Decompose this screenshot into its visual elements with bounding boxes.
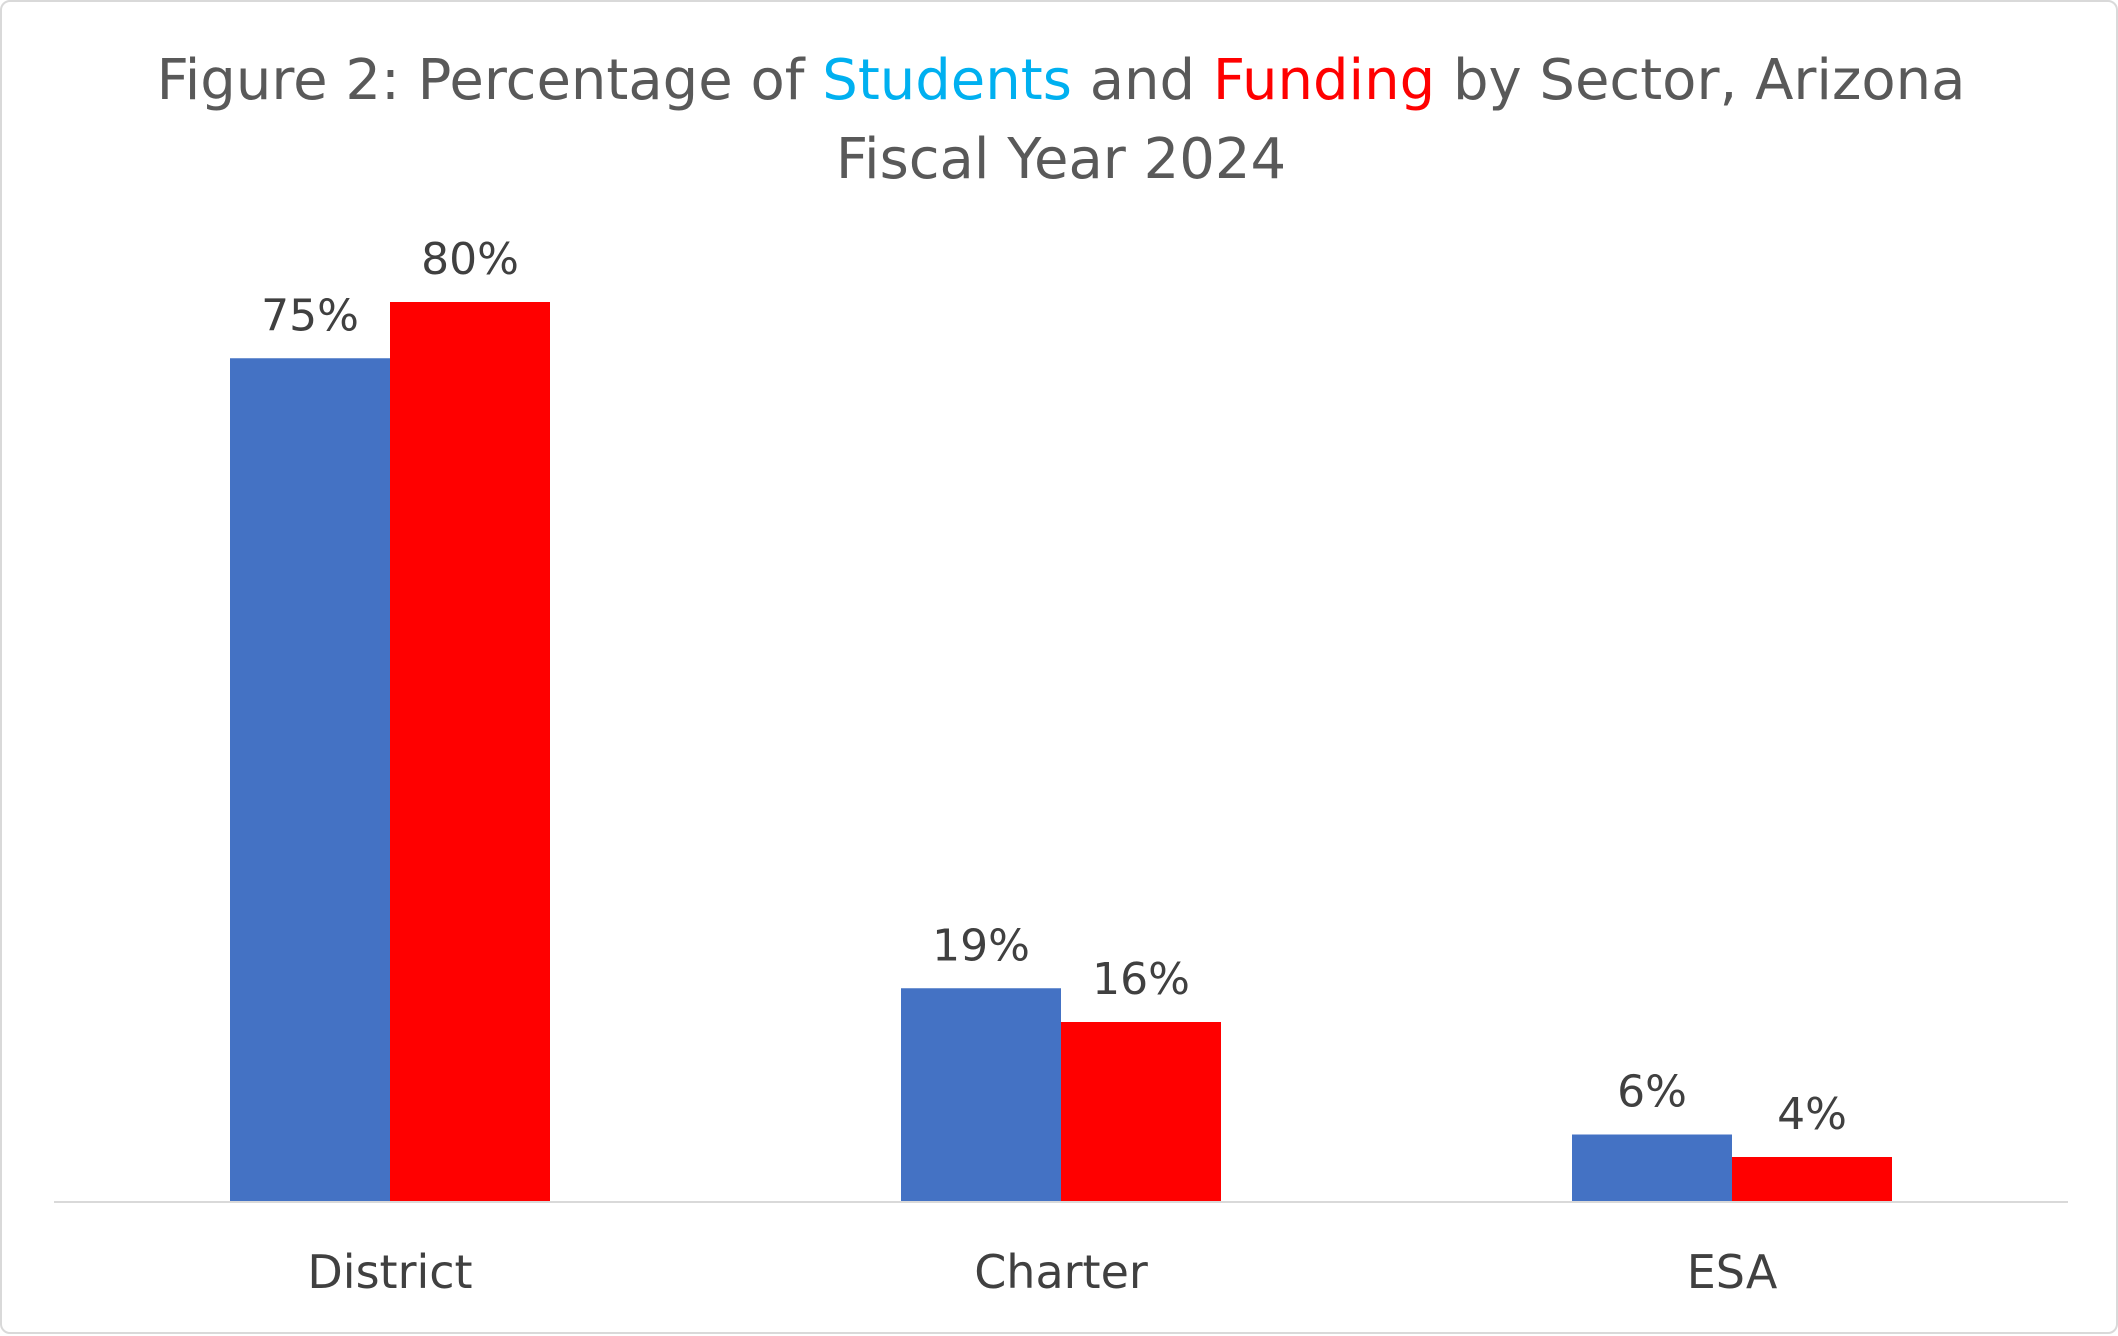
bar-charter-series-2 [1061, 1022, 1221, 1202]
chart-title-part-0: Figure 2: Percentage of [157, 48, 823, 113]
data-label-charter-series-2: 16% [1092, 954, 1190, 1005]
bar-charter-series-1 [901, 988, 1061, 1202]
data-label-district-series-2: 80% [421, 234, 519, 285]
data-label-district-series-1: 75% [261, 290, 359, 341]
category-label-charter: Charter [974, 1245, 1148, 1299]
chart-subtitle: Fiscal Year 2024 [836, 127, 1286, 192]
chart-title-part-3: Funding [1213, 48, 1435, 113]
bar-esa-series-2 [1732, 1157, 1892, 1202]
bars-layer [230, 302, 1892, 1202]
data-label-esa-series-2: 4% [1777, 1089, 1847, 1140]
labels-layer: 75% 80% District 19% 16% Charter 6% 4% ESA [261, 234, 1847, 1299]
bar-esa-series-1 [1572, 1134, 1732, 1202]
data-label-esa-series-1: 6% [1617, 1067, 1687, 1118]
chart-title-part-2: and [1072, 48, 1213, 113]
chart-title-part-4: by Sector, Arizona [1435, 48, 1965, 113]
chart-title-part-1: Students [822, 48, 1072, 113]
category-label-district: District [307, 1245, 472, 1299]
data-label-charter-series-1: 19% [932, 920, 1030, 971]
bar-district-series-1 [230, 358, 390, 1202]
bar-district-series-2 [390, 302, 550, 1202]
chart-title: Figure 2: Percentage of Students and Fun… [157, 48, 1966, 113]
category-label-esa: ESA [1687, 1245, 1778, 1299]
